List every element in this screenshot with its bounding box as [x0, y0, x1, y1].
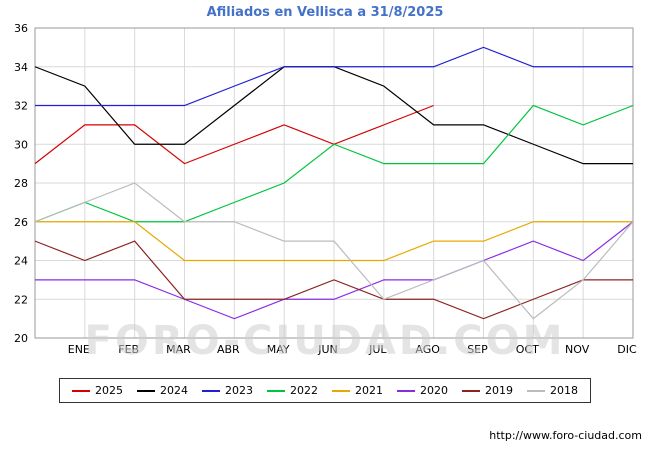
legend-label: 2019	[485, 384, 513, 397]
legend-label: 2018	[550, 384, 578, 397]
legend-swatch-2018	[527, 389, 545, 392]
series-line-2020	[35, 221, 634, 320]
series-line-2018	[34, 182, 634, 320]
legend-entry-2024: 2024	[137, 384, 188, 397]
x-tick-label: OCT	[516, 343, 539, 356]
legend-swatch-2023	[202, 389, 220, 392]
legend-label: 2025	[95, 384, 123, 397]
series-line-2025	[34, 104, 434, 165]
legend-entry-2020: 2020	[397, 384, 448, 397]
x-tick-label: JUN	[317, 343, 338, 356]
x-tick-label: MAY	[267, 343, 290, 356]
series-line-2021	[35, 221, 633, 262]
chart-title: Afiliados en Vellisca a 31/8/2025	[206, 5, 444, 20]
y-tick-label: 28	[14, 177, 28, 190]
legend-swatch-2021	[332, 389, 350, 392]
series-line-2019	[34, 240, 633, 320]
plot-border	[34, 27, 634, 339]
y-tick-label: 20	[14, 332, 28, 345]
legend-label: 2021	[355, 384, 383, 397]
legend-entry-2018: 2018	[527, 384, 578, 397]
source-url[interactable]: http://www.foro-ciudad.com	[489, 429, 642, 442]
y-tick-label: 26	[14, 216, 28, 229]
plot-area: 20 22 24 26 28 30 32 34 36 ENE FEB MAR ABR MAY JUN JUL A…	[14, 22, 637, 356]
legend-swatch-2022	[267, 389, 285, 392]
legend-label: 2024	[160, 384, 188, 397]
legend-label: 2022	[290, 384, 318, 397]
x-tick-label: ABR	[217, 343, 240, 356]
legend: 2025 2024 2023 2022 2021 2020 2019 2018	[59, 378, 591, 403]
x-tick-label: ENE	[68, 343, 90, 356]
series-line-2023	[35, 46, 633, 107]
x-tick-label: NOV	[565, 343, 590, 356]
y-tick-label: 36	[14, 22, 28, 35]
legend-swatch-2025	[72, 389, 90, 392]
legend-swatch-2024	[137, 389, 155, 392]
legend-entry-2025: 2025	[72, 384, 123, 397]
y-tick-label: 32	[14, 100, 28, 113]
legend-swatch-2019	[462, 389, 480, 392]
y-tick-label: 30	[14, 138, 28, 151]
legend-swatch-2020	[397, 389, 415, 392]
x-tick-label: FEB	[118, 343, 139, 356]
y-tick-label: 22	[14, 293, 28, 306]
legend-label: 2020	[420, 384, 448, 397]
x-tick-label: DIC	[617, 343, 637, 356]
legend-label: 2023	[225, 384, 253, 397]
x-tick-label: SEP	[467, 343, 488, 356]
legend-entry-2023: 2023	[202, 384, 253, 397]
x-tick-label: MAR	[166, 343, 191, 356]
legend-entry-2021: 2021	[332, 384, 383, 397]
x-tick-label: JUL	[368, 343, 387, 356]
legend-entry-2019: 2019	[462, 384, 513, 397]
legend-entry-2022: 2022	[267, 384, 318, 397]
y-tick-label: 34	[14, 61, 28, 74]
x-tick-label: AGO	[415, 343, 440, 356]
y-tick-label: 24	[14, 255, 28, 268]
